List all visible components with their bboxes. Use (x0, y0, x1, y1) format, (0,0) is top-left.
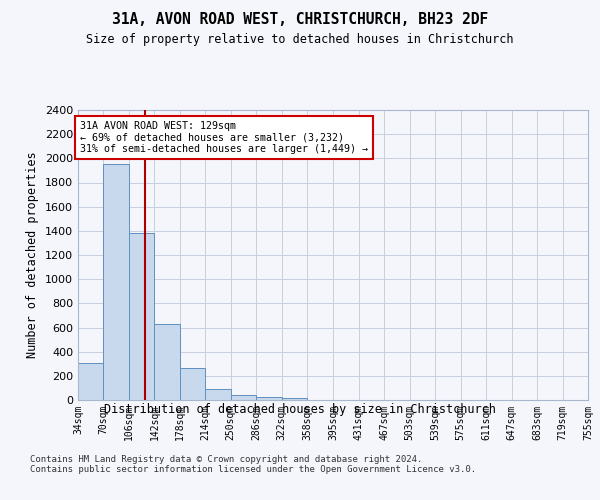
Bar (78, 362, 103, 400)
Bar (129, 233, 154, 400)
Text: Distribution of detached houses by size in Christchurch: Distribution of detached houses by size … (104, 402, 496, 415)
Text: 31A, AVON ROAD WEST, CHRISTCHURCH, BH23 2DF: 31A, AVON ROAD WEST, CHRISTCHURCH, BH23 … (112, 12, 488, 28)
Text: Size of property relative to detached houses in Christchurch: Size of property relative to detached ho… (86, 32, 514, 46)
Text: Contains HM Land Registry data © Crown copyright and database right 2024.
Contai: Contains HM Land Registry data © Crown c… (30, 455, 476, 474)
Bar (180, 368, 205, 400)
Text: 31A AVON ROAD WEST: 129sqm
← 69% of detached houses are smaller (3,232)
31% of s: 31A AVON ROAD WEST: 129sqm ← 69% of deta… (80, 121, 368, 154)
Bar (154, 324, 180, 400)
Bar (256, 397, 282, 400)
Bar (231, 394, 256, 400)
Bar (205, 388, 231, 400)
Y-axis label: Number of detached properties: Number of detached properties (26, 152, 40, 358)
Bar (103, 164, 129, 400)
Bar (282, 398, 307, 400)
